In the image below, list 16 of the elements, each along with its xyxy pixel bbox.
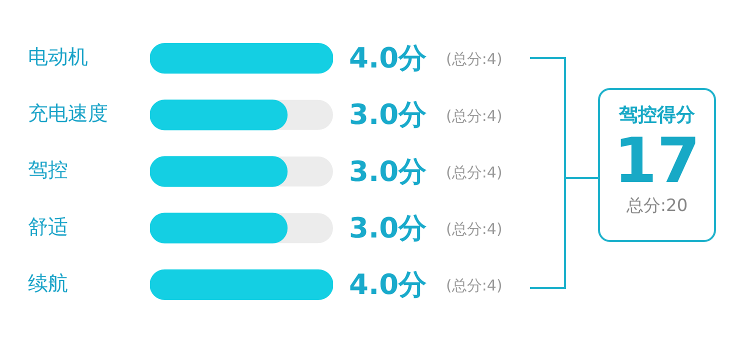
data-label: 3.0分 (349, 154, 428, 188)
y-tick-label: 充电速度 (28, 101, 108, 126)
text: (总分:4) (446, 276, 502, 295)
y-tick-label: 电动机 (28, 44, 88, 69)
data-label: 4.0分 (349, 42, 428, 75)
text: (总分:4) (446, 106, 502, 125)
data-label: 3.0分 (349, 98, 428, 132)
y-tick-label: 续航 (28, 270, 68, 295)
y-tick-label: 驾控 (28, 158, 68, 182)
text: (总分:4) (446, 163, 502, 182)
text: 总分:20 (625, 195, 689, 217)
text: (总分:4) (446, 220, 502, 238)
data-label: 3.0分 (349, 211, 428, 244)
data-label: 4.0分 (349, 268, 428, 301)
y-tick-label: 舒适 (28, 214, 68, 238)
text: (总分:4) (446, 50, 502, 68)
